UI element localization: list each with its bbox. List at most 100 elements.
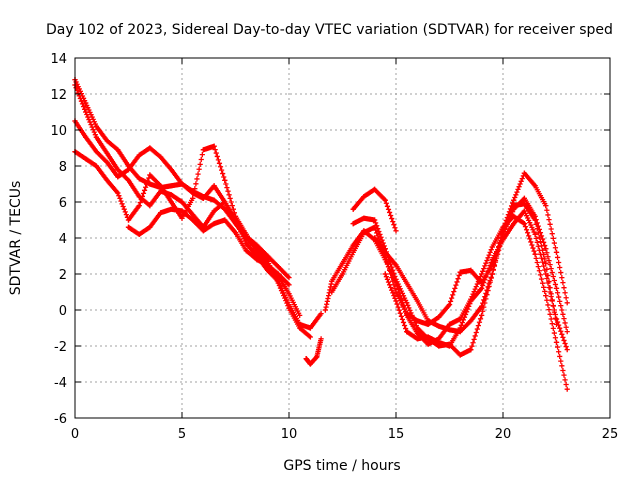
data-point <box>168 192 174 198</box>
axis-ticks: 0 5 10 15 20 25 -6 -4 -2 0 2 4 6 8 10 12 14 <box>50 52 618 442</box>
series-s10 <box>350 186 399 234</box>
y-tick-label: 8 <box>59 160 67 175</box>
data-point <box>303 356 309 362</box>
y-tick-label: 12 <box>50 88 67 103</box>
data-point <box>93 134 99 140</box>
data-point <box>200 195 206 201</box>
x-tick-label: 0 <box>71 427 79 442</box>
data-point <box>339 271 346 277</box>
data-point <box>521 208 527 214</box>
data-point <box>350 206 356 212</box>
series-marker-trail <box>303 338 324 367</box>
data-point <box>168 206 174 212</box>
data-point <box>136 176 142 182</box>
data-point <box>147 172 153 178</box>
data-point <box>322 307 328 313</box>
data-point <box>314 354 320 360</box>
data-point <box>393 298 399 304</box>
data-point <box>500 237 506 243</box>
data-point <box>543 271 549 277</box>
data-point <box>307 361 313 367</box>
data-point <box>318 311 324 317</box>
data-point <box>265 253 271 259</box>
data-point <box>404 329 410 335</box>
data-point <box>254 257 260 263</box>
data-point <box>425 341 431 347</box>
data-point <box>393 262 399 268</box>
data-point <box>168 199 174 205</box>
data-point <box>115 167 121 173</box>
data-point <box>286 282 292 288</box>
data-point <box>200 228 206 234</box>
data-point <box>436 323 442 329</box>
data-point <box>350 221 356 227</box>
data-point <box>147 145 153 151</box>
data-point <box>125 177 132 183</box>
data-point <box>104 159 110 165</box>
data-point <box>211 183 217 189</box>
data-point <box>158 183 164 189</box>
data-point <box>372 186 378 192</box>
data-point <box>511 221 517 227</box>
data-point <box>125 217 132 223</box>
data-point <box>446 343 453 349</box>
data-point <box>93 149 99 155</box>
data-point <box>457 316 463 322</box>
data-point <box>532 251 538 257</box>
data-point <box>564 300 570 306</box>
data-point <box>468 318 474 324</box>
x-tick-label: 25 <box>602 427 619 442</box>
y-tick-label: 0 <box>59 304 67 319</box>
data-point <box>318 336 324 342</box>
data-point <box>553 249 560 255</box>
data-point <box>115 174 121 180</box>
data-point <box>222 177 228 183</box>
data-point <box>372 217 378 223</box>
data-point <box>104 177 110 183</box>
data-point <box>414 330 420 336</box>
data-point <box>83 109 89 115</box>
data-point <box>211 197 217 203</box>
data-point <box>489 271 495 277</box>
data-point <box>329 278 335 284</box>
y-tick-label: -2 <box>54 340 67 355</box>
data-point <box>564 347 570 353</box>
data-point <box>254 249 260 255</box>
series-s5 <box>125 206 292 288</box>
data-point <box>147 203 153 209</box>
data-point <box>350 242 356 248</box>
data-point <box>457 269 463 275</box>
data-point <box>436 314 442 320</box>
series-s6 <box>303 336 324 367</box>
data-point <box>532 183 538 189</box>
data-point <box>372 235 378 241</box>
data-point <box>382 197 388 203</box>
data-point <box>479 271 485 277</box>
data-series-layer <box>72 77 570 392</box>
data-point <box>190 195 196 201</box>
data-point <box>125 224 132 230</box>
data-point <box>168 183 174 189</box>
data-point <box>521 221 527 227</box>
data-point <box>404 300 410 306</box>
data-point <box>446 327 453 333</box>
data-point <box>404 280 410 286</box>
data-point <box>211 143 217 149</box>
data-point <box>222 217 228 223</box>
data-point <box>446 302 453 308</box>
data-point <box>393 289 399 295</box>
data-point <box>168 167 174 173</box>
data-point <box>468 267 474 273</box>
data-point <box>115 190 121 196</box>
data-point <box>179 215 185 221</box>
data-point <box>275 271 281 277</box>
data-point <box>489 244 495 250</box>
y-tick-label: 2 <box>59 268 67 283</box>
data-point <box>479 312 485 318</box>
data-point <box>457 325 463 331</box>
data-point <box>297 321 303 327</box>
data-point <box>83 100 89 106</box>
y-tick-label: -6 <box>54 412 67 427</box>
data-point <box>425 318 431 324</box>
